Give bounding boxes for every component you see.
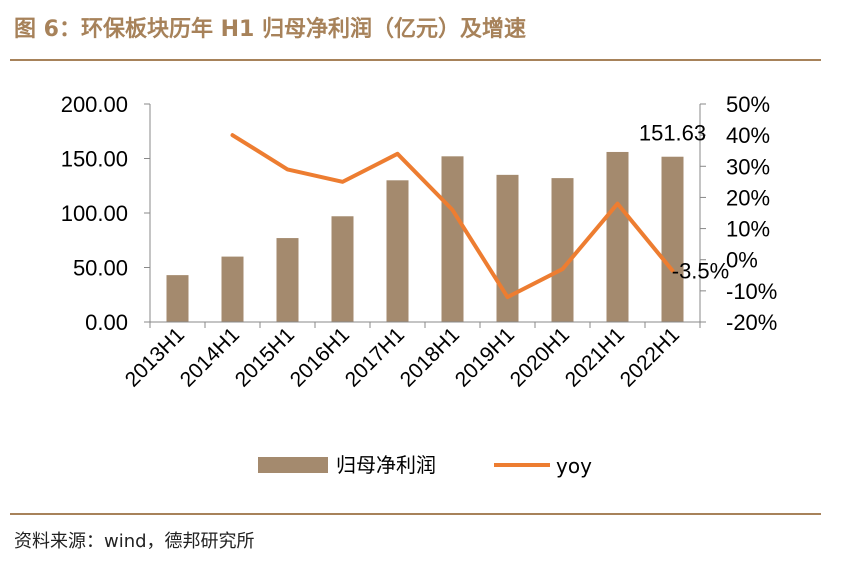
right-tick-label: 20% <box>726 185 770 210</box>
figure-title: 图 6：环保板块历年 H1 归母净利润（亿元）及增速 <box>14 17 527 42</box>
right-tick-label: 40% <box>726 123 770 148</box>
legend-label-line: yoy <box>556 454 592 478</box>
bar-2022H1 <box>661 156 684 322</box>
x-tick-label-2018H1: 2018H1 <box>396 323 464 391</box>
x-tick-label-2019H1: 2019H1 <box>451 323 519 391</box>
bar-2021H1 <box>606 151 629 322</box>
legend-label-bar: 归母净利润 <box>336 453 436 477</box>
bar-2014H1 <box>221 256 244 322</box>
x-tick-label-2020H1: 2020H1 <box>506 323 574 391</box>
right-tick-label: 0% <box>726 248 758 273</box>
bar-2013H1 <box>166 275 189 322</box>
left-tick-label: 0.00 <box>85 310 128 335</box>
right-tick-label: 10% <box>726 217 770 242</box>
bar-series <box>166 151 684 322</box>
bar-value-label: 151.63 <box>639 121 706 146</box>
x-tick-label-2016H1: 2016H1 <box>286 323 354 391</box>
x-tick-label-2015H1: 2015H1 <box>231 323 299 391</box>
x-tick-label-2014H1: 2014H1 <box>176 323 244 391</box>
source-note: 资料来源：wind，德邦研究所 <box>14 531 255 552</box>
right-tick-label: 50% <box>726 92 770 117</box>
line-series <box>230 133 675 300</box>
bar-2016H1 <box>331 216 354 322</box>
bar-2017H1 <box>386 180 409 322</box>
legend-swatch-bar <box>258 457 328 473</box>
left-tick-label: 200.00 <box>61 92 128 117</box>
right-tick-label: 30% <box>726 154 770 179</box>
legend: 归母净利润 yoy <box>258 453 592 478</box>
bar-2019H1 <box>496 174 519 322</box>
x-tick-label-2017H1: 2017H1 <box>341 323 409 391</box>
x-tick-label-2013H1: 2013H1 <box>121 323 189 391</box>
left-tick-label: 150.00 <box>61 147 128 172</box>
x-tick-label-2022H1: 2022H1 <box>616 323 684 391</box>
title-divider <box>10 59 821 61</box>
bar-2018H1 <box>441 156 464 322</box>
source-divider <box>10 513 821 515</box>
left-tick-label: 50.00 <box>73 256 128 281</box>
yoy-value-label: -3.5% <box>672 259 729 284</box>
x-tick-label-2021H1: 2021H1 <box>561 323 629 391</box>
bar-2020H1 <box>551 178 574 322</box>
bar-2015H1 <box>276 238 299 322</box>
right-tick-label: -20% <box>726 310 777 335</box>
left-tick-label: 100.00 <box>61 201 128 226</box>
right-tick-label: -10% <box>726 279 777 304</box>
data-labels: 151.63 -3.5% <box>639 121 729 284</box>
